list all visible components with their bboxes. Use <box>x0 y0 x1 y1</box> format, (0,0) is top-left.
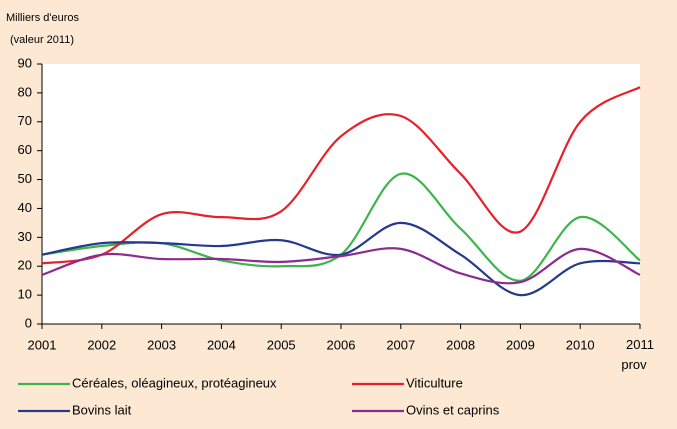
x-tick-label: 2006 <box>327 337 356 352</box>
y-tick-label: 70 <box>18 113 32 128</box>
y-tick-label: 40 <box>18 200 32 215</box>
x-tick-label: 2009 <box>506 337 535 352</box>
y-tick-label: 60 <box>18 142 32 157</box>
y-tick-label: 50 <box>18 171 32 186</box>
x-tick-label: 2007 <box>386 337 415 352</box>
x-tick-label: 2002 <box>87 337 116 352</box>
legend-label: Céréales, oléagineux, protéagineux <box>72 375 277 390</box>
x-tick-label: 2010 <box>566 337 595 352</box>
line <box>41 86 641 265</box>
y-tick-label: 80 <box>18 84 32 99</box>
y-tick-label: 90 <box>18 55 32 70</box>
x-tick-label: 2011 prov <box>621 337 654 372</box>
plot-area <box>42 64 640 324</box>
x-tick-label: 2003 <box>147 337 176 352</box>
x-tick-label: 2004 <box>207 337 236 352</box>
y-tick-label: 20 <box>18 258 32 273</box>
y-axis-label: (valeur 2011) <box>10 34 74 46</box>
legend-label: Bovins lait <box>72 402 132 417</box>
legend-label: Viticulture <box>406 375 463 390</box>
x-tick-label: 2001 <box>28 337 57 352</box>
y-tick-label: 0 <box>25 315 32 330</box>
y-axis-label: Milliers d'euros <box>6 12 80 24</box>
line <box>41 247 641 285</box>
y-tick-label: 10 <box>18 287 32 302</box>
line <box>41 221 641 297</box>
x-tick-label: 2008 <box>446 337 475 352</box>
y-tick-label: 30 <box>18 229 32 244</box>
legend-label: Ovins et caprins <box>406 402 500 417</box>
x-tick-label: 2005 <box>267 337 296 352</box>
